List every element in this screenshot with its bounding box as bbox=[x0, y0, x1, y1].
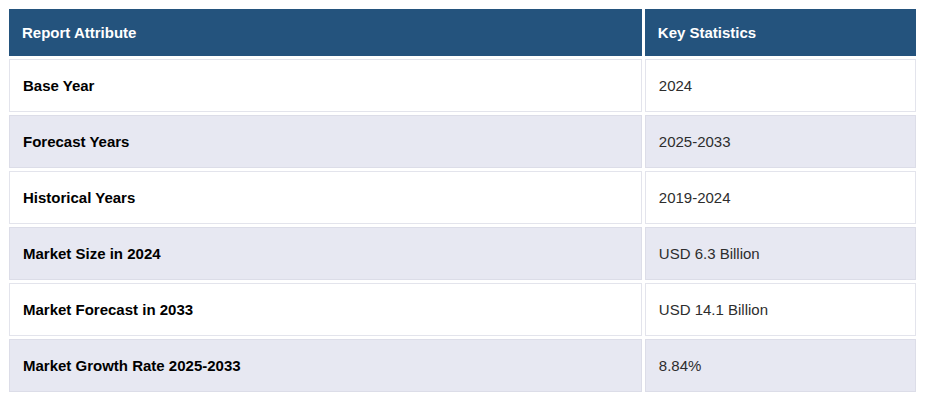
report-statistics-table: Report Attribute Key Statistics Base Yea… bbox=[6, 6, 919, 395]
value-historical-years: 2019-2024 bbox=[645, 171, 916, 224]
value-base-year: 2024 bbox=[645, 59, 916, 112]
table-row: Market Forecast in 2033 USD 14.1 Billion bbox=[9, 283, 916, 336]
value-forecast-years: 2025-2033 bbox=[645, 115, 916, 168]
attribute-historical-years: Historical Years bbox=[9, 171, 642, 224]
table-row: Market Growth Rate 2025-2033 8.84% bbox=[9, 339, 916, 392]
value-market-forecast-2033: USD 14.1 Billion bbox=[645, 283, 916, 336]
column-header-report-attribute: Report Attribute bbox=[9, 9, 642, 56]
table-row: Market Size in 2024 USD 6.3 Billion bbox=[9, 227, 916, 280]
column-header-key-statistics: Key Statistics bbox=[645, 9, 916, 56]
table-row: Base Year 2024 bbox=[9, 59, 916, 112]
value-market-size-2024: USD 6.3 Billion bbox=[645, 227, 916, 280]
value-market-growth-rate: 8.84% bbox=[645, 339, 916, 392]
attribute-forecast-years: Forecast Years bbox=[9, 115, 642, 168]
attribute-base-year: Base Year bbox=[9, 59, 642, 112]
key-statistics-table: Report Attribute Key Statistics Base Yea… bbox=[6, 6, 919, 395]
table-row: Forecast Years 2025-2033 bbox=[9, 115, 916, 168]
attribute-market-size-2024: Market Size in 2024 bbox=[9, 227, 642, 280]
table-header-row: Report Attribute Key Statistics bbox=[9, 9, 916, 56]
attribute-market-forecast-2033: Market Forecast in 2033 bbox=[9, 283, 642, 336]
table-row: Historical Years 2019-2024 bbox=[9, 171, 916, 224]
attribute-market-growth-rate: Market Growth Rate 2025-2033 bbox=[9, 339, 642, 392]
